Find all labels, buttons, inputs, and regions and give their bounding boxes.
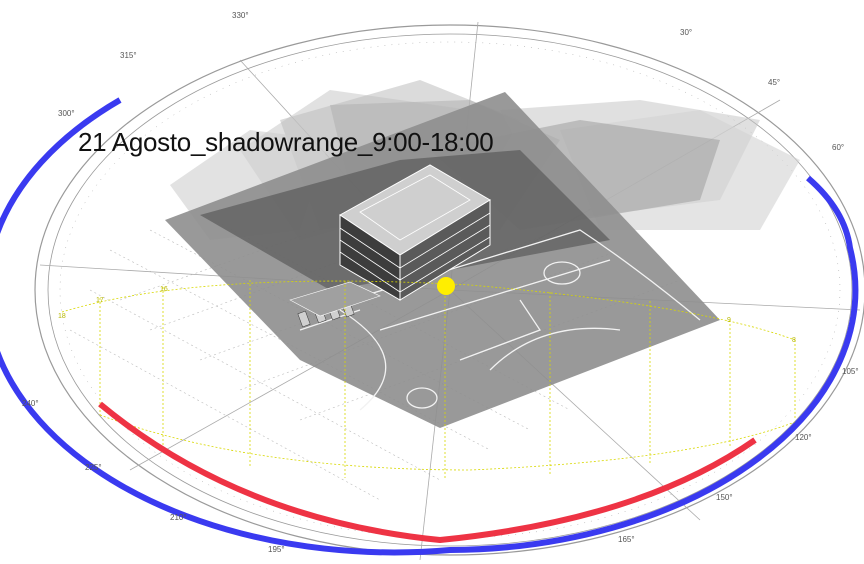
svg-text:16: 16 bbox=[160, 286, 168, 293]
svg-text:330°: 330° bbox=[232, 11, 249, 20]
svg-text:60°: 60° bbox=[832, 143, 844, 152]
svg-text:30°: 30° bbox=[680, 28, 692, 37]
svg-text:8: 8 bbox=[792, 337, 796, 344]
solar-azimuth-arc-blue bbox=[0, 97, 859, 556]
roads bbox=[299, 229, 701, 411]
solar-azimuth-arc-red bbox=[98, 401, 757, 544]
svg-text:300°: 300° bbox=[58, 109, 75, 118]
compass-ring bbox=[34, 24, 864, 556]
building bbox=[289, 164, 491, 317]
svg-text:18: 18 bbox=[58, 313, 66, 320]
svg-text:225°: 225° bbox=[85, 463, 102, 472]
svg-text:105°: 105° bbox=[842, 367, 859, 376]
sun-marker bbox=[437, 277, 455, 295]
svg-text:240°: 240° bbox=[22, 399, 39, 408]
svg-text:150°: 150° bbox=[716, 493, 733, 502]
sun-path bbox=[61, 280, 801, 480]
svg-text:195°: 195° bbox=[268, 545, 285, 554]
hour-labels: 18 17 16 9 8 bbox=[58, 286, 796, 344]
compass-degree-labels: 330° 30° 45° 60° 315° 300° 240° 225° 210… bbox=[22, 11, 859, 554]
svg-text:9: 9 bbox=[727, 317, 731, 324]
svg-text:165°: 165° bbox=[618, 535, 635, 544]
diagram-title: 21 Agosto_shadowrange_9:00-18:00 bbox=[78, 127, 494, 157]
svg-text:120°: 120° bbox=[795, 433, 812, 442]
svg-text:210°: 210° bbox=[170, 513, 187, 522]
svg-text:17: 17 bbox=[96, 297, 104, 304]
svg-text:315°: 315° bbox=[120, 51, 137, 60]
svg-text:45°: 45° bbox=[768, 78, 780, 87]
